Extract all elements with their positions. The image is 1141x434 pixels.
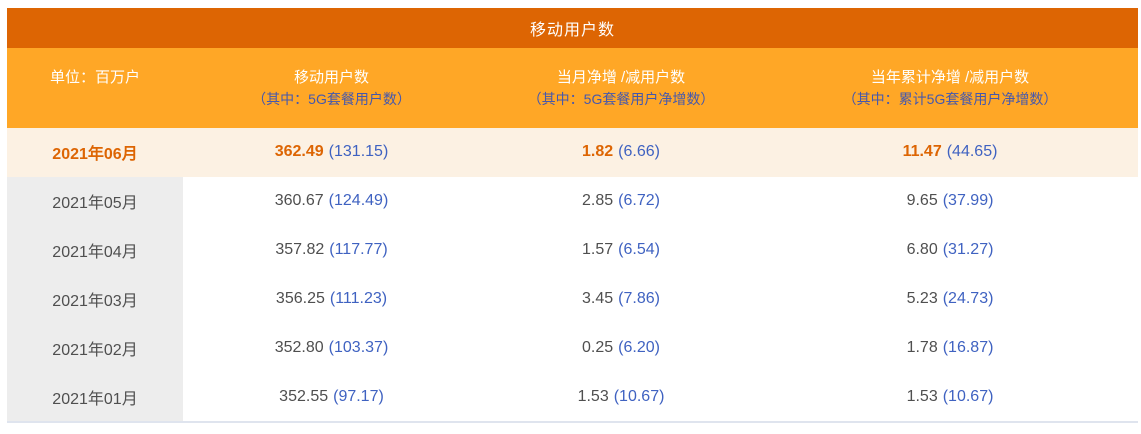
col-header-ytd-net-line2: （其中：累计5G套餐用户净增数） — [842, 91, 1058, 107]
month-cell: 2021年02月 — [7, 323, 183, 373]
mobile-users-cell: 352.55 (97.17) — [279, 387, 384, 405]
month-cell: 2021年04月 — [7, 225, 183, 275]
table-row-2021-05[interactable]: 2021年05月 360.67 (124.49) 2.85 (6.72) 9.65(… — [7, 176, 1138, 226]
monthly-net-cell: 0.25 (6.20) — [582, 338, 660, 356]
table-row-2021-03[interactable]: 2021年03月 356.25 (111.23) 3.45 (7.86) 5.23(… — [7, 274, 1138, 324]
table-row-2021-01[interactable]: 2021年01月 352.55 (97.17) 1.53 (10.67) 1.53(… — [7, 372, 1138, 421]
col-header-mobile-users-line2: （其中：5G套餐用户数） — [252, 91, 411, 107]
table-row-2021-06[interactable]: 2021年06月 362.49 (131.15) 1.82 (6.66) 11.47… — [7, 128, 1138, 177]
col-header-mobile-users: 移动用户数 （其中：5G套餐用户数） — [183, 67, 480, 109]
ytd-net-cell: 1.53 (10.67) — [906, 387, 994, 405]
ytd-net-cell: 11.47 (44.65) — [902, 143, 998, 161]
col-header-monthly-net: 当月净增 /减用户数 （其中：5G套餐用户净增数） — [480, 67, 762, 109]
table-row-2021-04[interactable]: 2021年04月 357.82 (117.77) 1.57 (6.54) 6.80(… — [7, 225, 1138, 275]
unit-label: 单位：百万户 — [49, 69, 140, 86]
ytd-net-cell: 5.23 (24.73) — [906, 289, 994, 307]
mobile-users-table-widget: 移动用户数 单位：百万户 移动用户数 （其中：5G套餐用户数） 当月净增 /减用… — [7, 8, 1138, 423]
col-header-monthly-net-line1: 当月净增 /减用户数 — [556, 69, 686, 86]
table-header-row: 单位：百万户 移动用户数 （其中：5G套餐用户数） 当月净增 /减用户数 （其中… — [7, 48, 1138, 128]
widget-title-bar: 移动用户数 — [7, 8, 1138, 48]
mobile-users-cell: 360.67 (124.49) — [274, 192, 389, 210]
month-cell: 2021年06月 — [7, 128, 183, 177]
ytd-net-cell: 9.65 (37.99) — [906, 192, 994, 210]
monthly-net-cell: 1.57 (6.54) — [582, 241, 660, 259]
mobile-users-cell: 356.25 (111.23) — [275, 289, 388, 307]
table-row-2021-02[interactable]: 2021年02月 352.80 (103.37) 0.25 (6.20) 1.78(… — [7, 323, 1138, 373]
monthly-net-cell: 3.45 (7.86) — [582, 289, 660, 307]
month-cell: 2021年03月 — [7, 274, 183, 324]
month-cell: 2021年01月 — [7, 372, 183, 421]
ytd-net-cell: 1.78 (16.87) — [906, 338, 994, 356]
table-body: 2021年06月 362.49 (131.15) 1.82 (6.66) 11.47… — [7, 128, 1138, 423]
unit-label-spacer — [7, 89, 183, 109]
col-header-ytd-net: 当年累计净增 /减用户数 （其中：累计5G套餐用户净增数） — [762, 67, 1138, 109]
monthly-net-cell: 2.85 (6.72) — [582, 192, 660, 210]
widget-title: 移动用户数 — [529, 22, 615, 39]
unit-header-cell: 单位：百万户 — [7, 67, 183, 109]
month-cell: 2021年05月 — [7, 176, 183, 226]
ytd-net-cell: 6.80 (31.27) — [906, 241, 994, 259]
mobile-users-cell: 362.49 (131.15) — [274, 143, 389, 161]
monthly-net-cell: 1.82 (6.66) — [582, 143, 660, 161]
col-header-ytd-net-line1: 当年累计净增 /减用户数 — [870, 69, 1030, 86]
mobile-users-cell: 352.80 (103.37) — [274, 338, 389, 356]
monthly-net-cell: 1.53 (10.67) — [577, 387, 665, 405]
col-header-mobile-users-line1: 移动用户数 — [293, 69, 369, 86]
col-header-monthly-net-line2: （其中：5G套餐用户净增数） — [527, 91, 715, 107]
mobile-users-cell: 357.82 (117.77) — [275, 241, 388, 259]
